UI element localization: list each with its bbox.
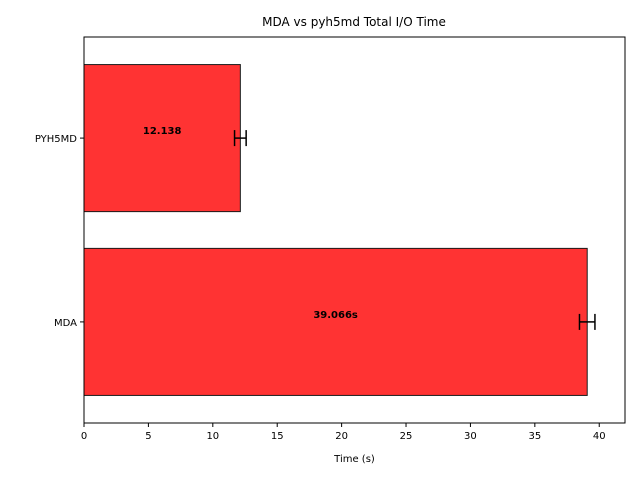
x-tick-label-35: 35: [528, 431, 541, 442]
chart-title: MDA vs pyh5md Total I/O Time: [262, 15, 446, 29]
x-axis-label: Time (s): [333, 454, 375, 465]
x-tick-label-10: 10: [206, 431, 219, 442]
x-tick-label-15: 15: [271, 431, 284, 442]
x-tick-label-5: 5: [145, 431, 151, 442]
data-label-pyh5md: 12.138: [143, 126, 182, 137]
y-tick-label-mda: MDA: [54, 318, 77, 329]
bar-mda: [83, 247, 588, 396]
y-tick-label-pyh5md: PYH5MD: [35, 134, 77, 145]
data-label-mda: 39.066s: [313, 310, 358, 321]
bars-layer: 39.066s 12.138: [83, 64, 596, 396]
axes-layer: MDA PYH5MD 0 5 10 15 20 25 30 35 40: [35, 134, 606, 442]
bar-pyh5md: [83, 64, 241, 213]
x-tick-label-25: 25: [400, 431, 413, 442]
x-tick-label-0: 0: [81, 431, 87, 442]
x-tick-label-20: 20: [335, 431, 348, 442]
x-tick-label-40: 40: [593, 431, 606, 442]
x-tick-label-30: 30: [464, 431, 477, 442]
plot-frame: [83, 36, 626, 424]
